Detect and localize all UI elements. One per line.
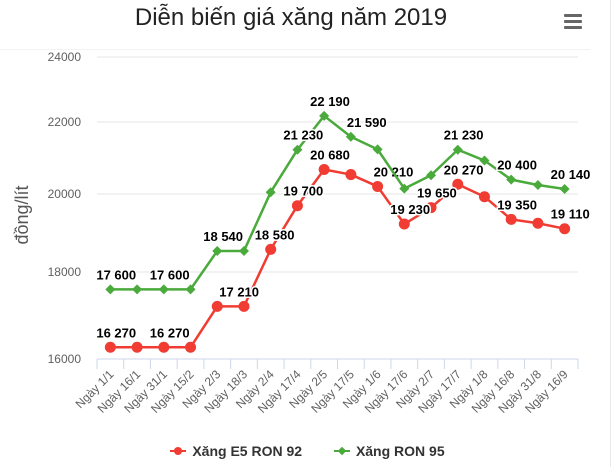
circle-marker-icon[interactable] — [185, 341, 197, 353]
diamond-marker-icon[interactable] — [292, 144, 303, 155]
circle-marker-icon[interactable] — [505, 213, 517, 225]
data-label: 17 210 — [219, 284, 259, 299]
data-label: 19 650 — [417, 186, 457, 201]
data-label: 19 350 — [497, 197, 537, 212]
data-label: 19 110 — [551, 207, 590, 222]
diamond-marker-icon[interactable] — [238, 245, 249, 256]
divider — [0, 49, 590, 50]
y-tick-label: 20000 — [48, 187, 82, 201]
diamond-marker-icon[interactable] — [372, 144, 383, 155]
circle-marker-icon[interactable] — [265, 243, 277, 255]
circle-marker-icon[interactable] — [291, 200, 303, 212]
circle-marker-icon[interactable] — [211, 300, 223, 312]
diamond-marker-icon[interactable] — [212, 245, 223, 256]
diamond-marker-icon[interactable] — [452, 144, 463, 155]
diamond-marker-icon[interactable] — [426, 170, 437, 181]
diamond-marker-icon[interactable] — [319, 110, 330, 121]
data-label: 21 230 — [444, 128, 484, 143]
y-tick-label: 24000 — [48, 50, 82, 64]
circle-marker-icon[interactable] — [318, 164, 330, 176]
chart-title: Diễn biến giá xăng năm 2019 — [134, 4, 448, 31]
data-label: 20 400 — [497, 158, 537, 173]
data-label: 17 600 — [96, 267, 136, 282]
legend-item-e5-ron92[interactable]: Xăng E5 RON 92 — [170, 443, 302, 459]
data-label: 19 230 — [390, 202, 430, 217]
diamond-marker-icon[interactable] — [479, 155, 490, 166]
data-label: 17 600 — [150, 267, 190, 282]
divider — [610, 0, 611, 467]
circle-marker-icon[interactable] — [398, 218, 410, 230]
legend-item-ron95[interactable]: Xăng RON 95 — [333, 443, 445, 459]
circle-marker-icon[interactable] — [372, 180, 384, 192]
hamburger-menu-icon[interactable] — [560, 14, 586, 36]
diamond-marker-icon[interactable] — [265, 187, 276, 198]
diamond-marker-icon[interactable] — [506, 174, 517, 185]
data-label: 19 700 — [283, 184, 323, 199]
diamond-marker-icon[interactable] — [559, 183, 570, 194]
data-label: 20 680 — [310, 148, 350, 163]
circle-marker-icon[interactable] — [532, 217, 544, 229]
data-label: 21 590 — [347, 115, 387, 130]
data-label: 22 190 — [310, 94, 350, 109]
circle-marker-icon[interactable] — [478, 191, 490, 203]
y-tick-label: 16000 — [48, 352, 82, 366]
y-tick-label: 22000 — [48, 115, 82, 129]
y-axis-title: đồng/lít — [12, 185, 32, 244]
circle-marker-icon[interactable] — [158, 341, 170, 353]
circle-marker-icon[interactable] — [452, 178, 464, 190]
circle-marker-icon[interactable] — [104, 341, 116, 353]
data-label: 20 140 — [551, 167, 591, 182]
legend-label: Xăng RON 95 — [355, 443, 445, 459]
circle-marker-icon[interactable] — [425, 202, 437, 214]
diamond-marker-icon[interactable] — [532, 180, 543, 190]
series-line — [110, 168, 565, 349]
series-e5-ron92: 16 270 16 270 17 210 18 580 19 700 20 680 20 2… — [95, 146, 591, 353]
legend-label: Xăng E5 RON 92 — [192, 443, 303, 459]
data-label: 16 270 — [150, 325, 190, 340]
circle-marker-icon[interactable] — [345, 169, 357, 181]
circle-marker-icon[interactable] — [559, 223, 571, 235]
diamond-marker-icon — [333, 446, 350, 456]
circle-marker-icon[interactable] — [238, 300, 250, 312]
diamond-marker-icon[interactable] — [185, 284, 196, 295]
data-label: 21 230 — [283, 128, 323, 143]
legend: Xăng E5 RON 92 Xăng RON 95 — [0, 443, 615, 459]
diamond-marker-icon[interactable] — [399, 183, 410, 194]
diamond-marker-icon[interactable] — [132, 284, 143, 295]
series-ron95: 17 600 17 600 18 540 21 230 22 190 21 590 21 2… — [95, 92, 592, 295]
diamond-marker-icon[interactable] — [105, 284, 116, 295]
circle-marker-icon — [170, 446, 187, 456]
data-label: 20 270 — [444, 162, 484, 177]
data-label: 18 580 — [255, 227, 295, 242]
diamond-marker-icon[interactable] — [345, 131, 356, 142]
y-tick-label: 18000 — [48, 265, 82, 279]
data-label: 18 540 — [203, 229, 243, 244]
diamond-marker-icon[interactable] — [158, 284, 169, 295]
circle-marker-icon[interactable] — [131, 341, 143, 353]
data-label: 16 270 — [96, 325, 136, 340]
